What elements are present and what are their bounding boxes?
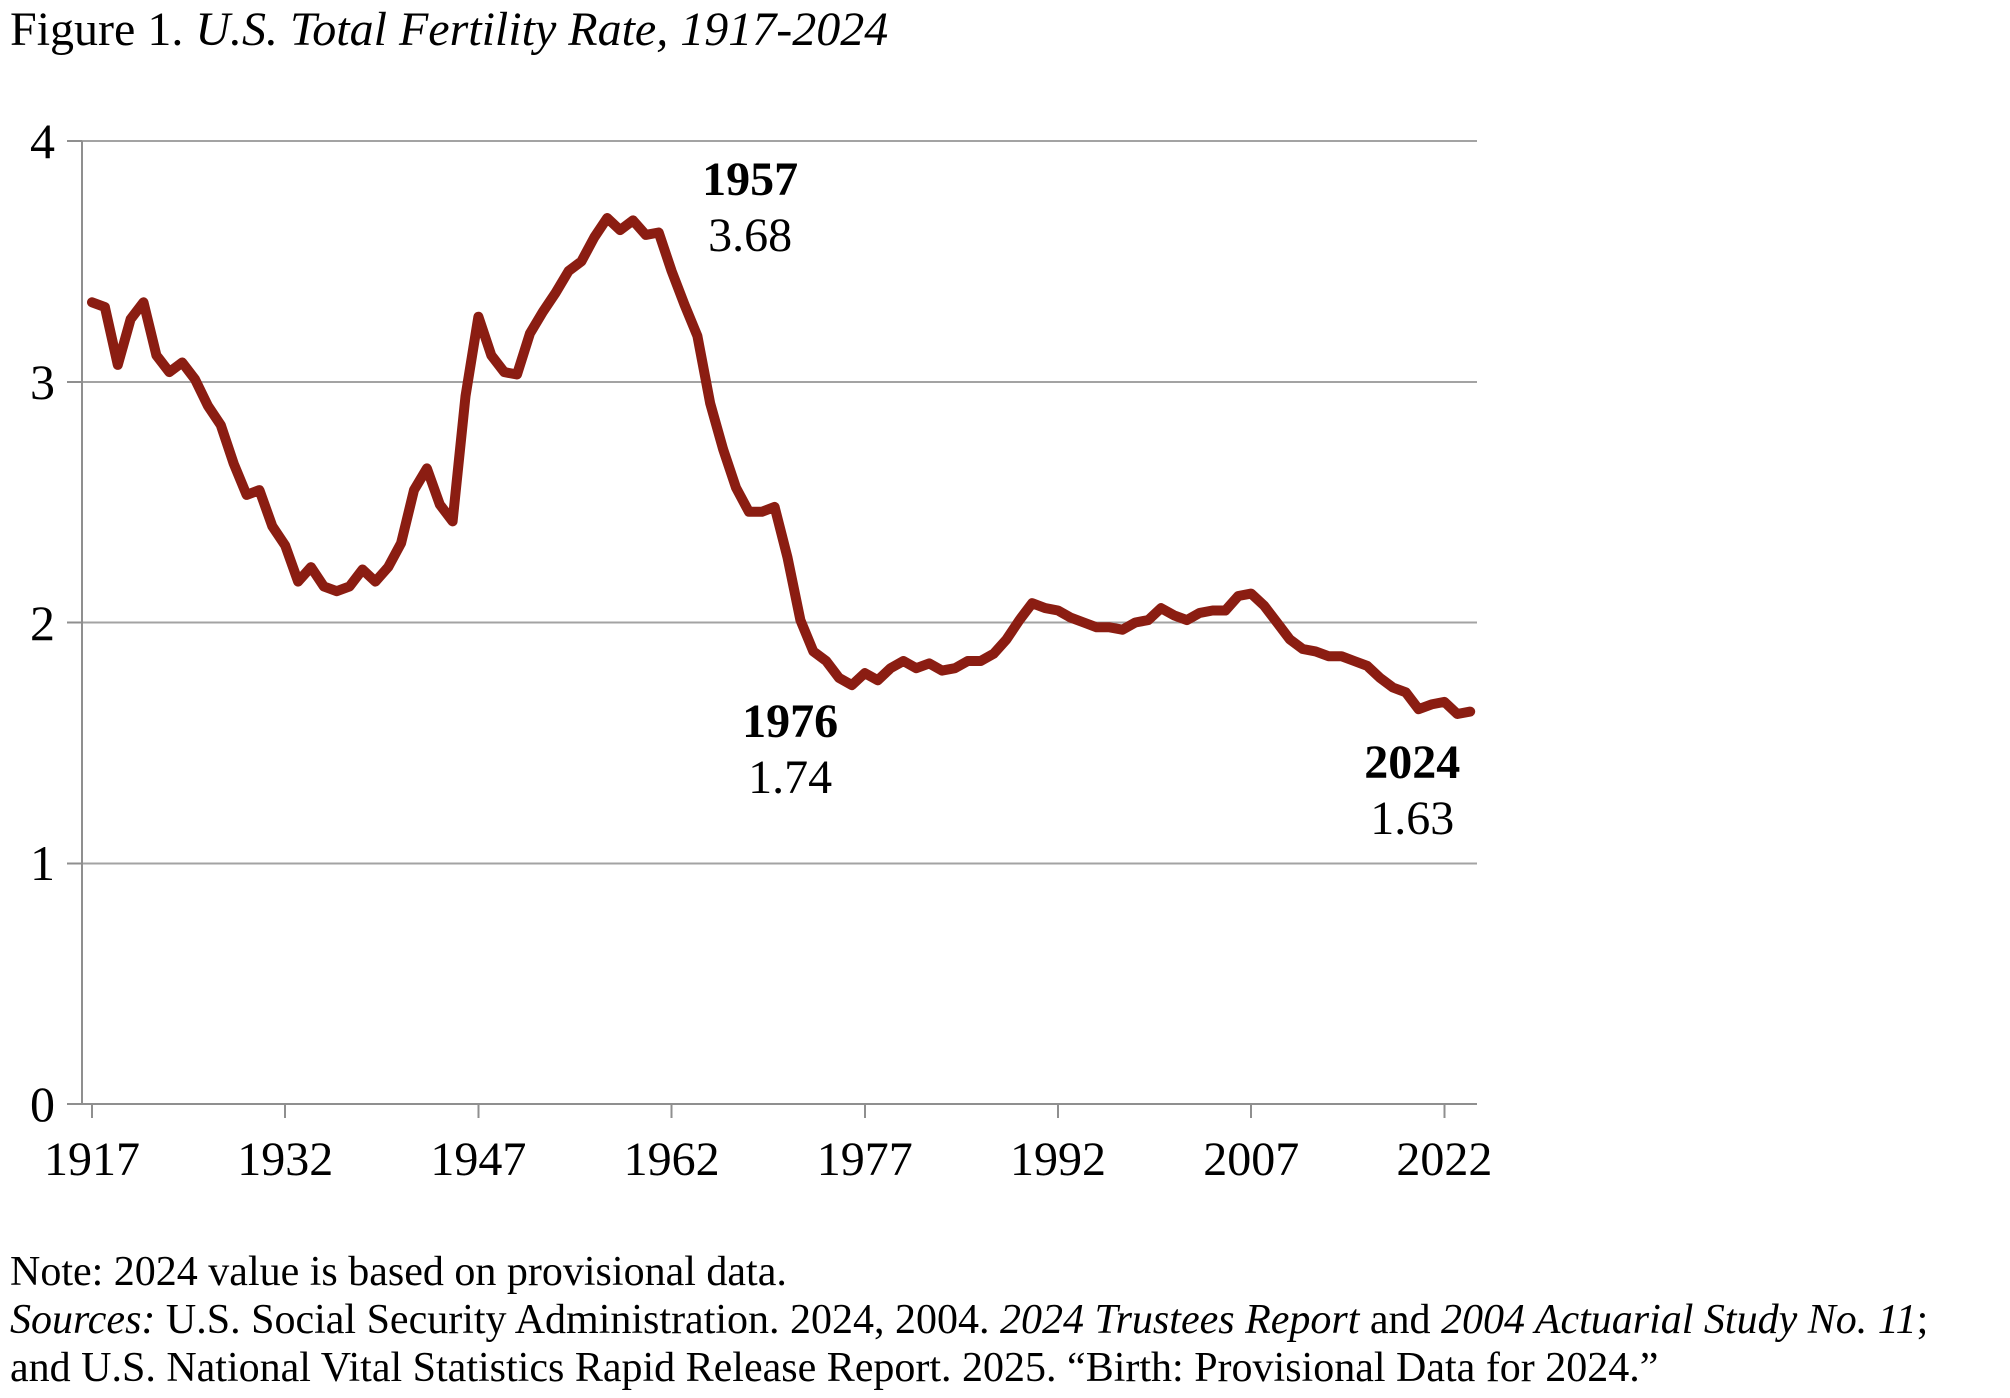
note-block: Note: 2024 value is based on provisional…	[10, 1248, 1928, 1392]
text-segment-italic: 2024 Trustees Report	[1000, 1297, 1360, 1343]
x-axis-label-2022: 2022	[1396, 1133, 1493, 1186]
text-segment: U.S. Social Security Administration. 202…	[155, 1297, 1001, 1343]
sources-line-2: and U.S. National Vital Statistics Rapid…	[10, 1344, 1928, 1392]
annotation-year-label: 1957	[702, 153, 799, 207]
annotation-value-label: 1.63	[1370, 792, 1455, 846]
annotation-1976: 1976 1.74	[742, 694, 838, 806]
text-segment: Figure 1.	[10, 3, 196, 56]
x-axis-label-1962: 1962	[623, 1133, 720, 1186]
y-axis-label-2: 2	[30, 594, 55, 651]
figure-title: Figure 1. U.S. Total Fertility Rate, 191…	[10, 0, 888, 60]
annotation-value-label: 1.74	[748, 751, 833, 805]
text-segment: and U.S. National Vital Statistics Rapid…	[10, 1345, 1659, 1391]
x-axis-label-1977: 1977	[816, 1133, 913, 1186]
text-segment-italic: 2004 Actuarial Study No. 11	[1441, 1297, 1917, 1343]
text-segment: ;	[1916, 1297, 1929, 1343]
annotation-year-label: 1976	[742, 695, 839, 749]
text-segment-italic: U.S. Total Fertility Rate, 1917-2024	[195, 3, 889, 56]
note-line: Note: 2024 value is based on provisional…	[10, 1248, 1928, 1296]
fertility-rate-line	[87, 213, 1476, 719]
sources-line-1: Sources: U.S. Social Security Administra…	[10, 1296, 1928, 1344]
annotation-2024: 2024 1.63	[1364, 735, 1460, 847]
y-axis-label-4: 4	[30, 113, 55, 169]
annotation-year-label: 2024	[1364, 736, 1461, 790]
x-axis-label-1917: 1917	[44, 1133, 140, 1186]
x-axis-label-1932: 1932	[237, 1133, 334, 1186]
text-segment: Note: 2024 value is based on provisional…	[10, 1249, 787, 1295]
annotation-value-label: 3.68	[708, 209, 793, 263]
y-axis-label-1: 1	[30, 835, 55, 892]
y-axis-label-0: 0	[30, 1076, 55, 1132]
x-axis-label-1947: 1947	[430, 1133, 527, 1186]
text-segment: and	[1359, 1297, 1442, 1343]
y-axis-label-3: 3	[30, 353, 55, 410]
annotation-1957: 1957 3.68	[702, 152, 798, 264]
text-segment-italic: Sources:	[10, 1297, 156, 1343]
x-axis-label-1992: 1992	[1010, 1133, 1106, 1186]
x-axis-label-2007: 2007	[1203, 1133, 1300, 1186]
